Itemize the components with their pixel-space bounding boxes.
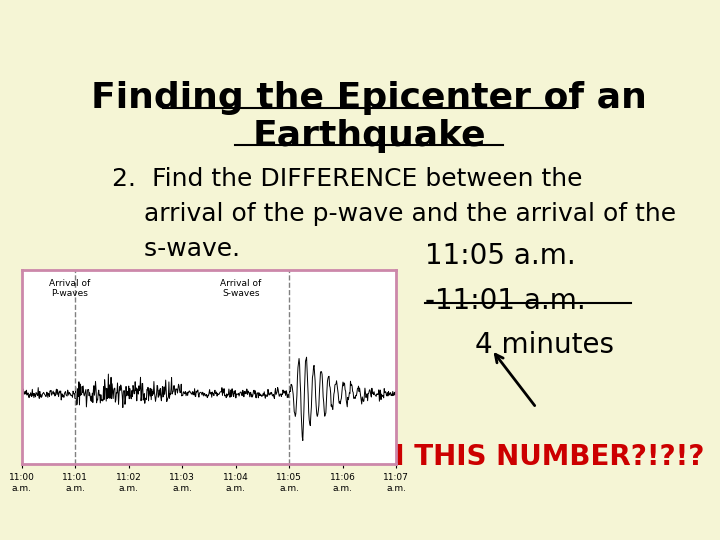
Text: -11:01 a.m.: -11:01 a.m. xyxy=(425,287,585,315)
Text: arrival of the p-wave and the arrival of the: arrival of the p-wave and the arrival of… xyxy=(112,202,677,226)
Text: Arrival of
P-waves: Arrival of P-waves xyxy=(49,279,91,298)
Text: s-wave.: s-wave. xyxy=(112,238,240,261)
Text: 11:05 a.m.: 11:05 a.m. xyxy=(425,241,575,269)
Text: Earthquake: Earthquake xyxy=(252,119,486,153)
FancyArrowPatch shape xyxy=(495,354,535,406)
Text: Finding the Epicenter of an: Finding the Epicenter of an xyxy=(91,82,647,116)
Text: Arrival of
S-waves: Arrival of S-waves xyxy=(220,279,261,298)
Text: WHAT DO YOU DO WITH THIS NUMBER?!?!?: WHAT DO YOU DO WITH THIS NUMBER?!?!? xyxy=(33,443,705,471)
Text: 2.  Find the DIFFERENCE between the: 2. Find the DIFFERENCE between the xyxy=(112,167,582,191)
Text: 4 minutes: 4 minutes xyxy=(475,331,614,359)
